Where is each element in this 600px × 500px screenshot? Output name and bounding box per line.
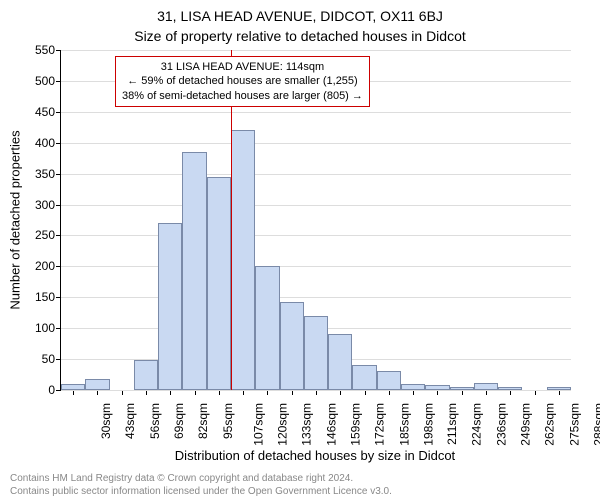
chart-title-line1: 31, LISA HEAD AVENUE, DIDCOT, OX11 6BJ bbox=[0, 8, 600, 24]
annotation-line3: 38% of semi-detached houses are larger (… bbox=[122, 89, 363, 103]
gridline bbox=[61, 174, 571, 175]
histogram-bar bbox=[85, 379, 109, 390]
footer-line1: Contains HM Land Registry data © Crown c… bbox=[10, 472, 392, 485]
xtick-label: 288sqm bbox=[592, 403, 600, 446]
chart-container: 31, LISA HEAD AVENUE, DIDCOT, OX11 6BJ S… bbox=[0, 0, 600, 500]
ytick-label: 300 bbox=[35, 198, 61, 212]
ytick-label: 400 bbox=[35, 136, 61, 150]
xtick-label: 69sqm bbox=[172, 403, 186, 439]
gridline bbox=[61, 266, 571, 267]
histogram-bar bbox=[61, 384, 85, 390]
histogram-bar bbox=[425, 385, 449, 390]
xtick-label: 146sqm bbox=[324, 403, 338, 446]
ytick-label: 500 bbox=[35, 74, 61, 88]
xtick-label: 133sqm bbox=[300, 403, 314, 446]
xtick-label: 95sqm bbox=[221, 403, 235, 439]
footer-line2: Contains public sector information licen… bbox=[10, 485, 392, 498]
gridline bbox=[61, 205, 571, 206]
annotation-line2: ← 59% of detached houses are smaller (1,… bbox=[122, 74, 363, 88]
histogram-bar bbox=[182, 152, 206, 390]
histogram-bar bbox=[547, 387, 571, 390]
histogram-bar bbox=[255, 266, 279, 390]
xtick-label: 82sqm bbox=[196, 403, 210, 439]
gridline bbox=[61, 390, 571, 391]
xtick-label: 249sqm bbox=[519, 403, 533, 446]
xtick-label: 198sqm bbox=[422, 403, 436, 446]
annotation-line1: 31 LISA HEAD AVENUE: 114sqm bbox=[122, 60, 363, 74]
histogram-bar bbox=[498, 387, 522, 390]
x-axis-label: Distribution of detached houses by size … bbox=[60, 448, 570, 463]
xtick-label: 159sqm bbox=[349, 403, 363, 446]
ytick-label: 550 bbox=[35, 43, 61, 57]
xtick-label: 185sqm bbox=[397, 403, 411, 446]
gridline bbox=[61, 235, 571, 236]
histogram-bar bbox=[304, 316, 328, 390]
ytick-label: 200 bbox=[35, 259, 61, 273]
xtick-label: 107sqm bbox=[252, 403, 266, 446]
xtick-label: 56sqm bbox=[148, 403, 162, 439]
histogram-bar bbox=[401, 384, 425, 390]
chart-title-line2: Size of property relative to detached ho… bbox=[0, 28, 600, 44]
gridline bbox=[61, 50, 571, 51]
xtick-label: 172sqm bbox=[373, 403, 387, 446]
xtick-label: 275sqm bbox=[567, 403, 581, 446]
ytick-label: 100 bbox=[35, 321, 61, 335]
histogram-bar bbox=[328, 334, 352, 390]
histogram-bar bbox=[280, 302, 304, 390]
histogram-bar bbox=[231, 130, 255, 390]
ytick-label: 450 bbox=[35, 105, 61, 119]
xtick-label: 120sqm bbox=[276, 403, 290, 446]
xtick-label: 43sqm bbox=[123, 403, 137, 439]
y-axis-label: Number of detached properties bbox=[8, 130, 23, 309]
ytick-label: 150 bbox=[35, 290, 61, 304]
histogram-bar bbox=[352, 365, 376, 390]
ytick-label: 350 bbox=[35, 167, 61, 181]
histogram-bar bbox=[158, 223, 182, 390]
histogram-bar bbox=[450, 387, 474, 390]
ytick-label: 0 bbox=[48, 383, 61, 397]
xtick-label: 236sqm bbox=[494, 403, 508, 446]
ytick-label: 50 bbox=[42, 352, 61, 366]
xtick-label: 262sqm bbox=[543, 403, 557, 446]
gridline bbox=[61, 297, 571, 298]
footer-attribution: Contains HM Land Registry data © Crown c… bbox=[10, 472, 392, 498]
histogram-bar bbox=[134, 360, 158, 390]
histogram-bar bbox=[474, 383, 498, 390]
gridline bbox=[61, 143, 571, 144]
xtick-label: 30sqm bbox=[99, 403, 113, 439]
gridline bbox=[61, 112, 571, 113]
ytick-label: 250 bbox=[35, 228, 61, 242]
histogram-bar bbox=[377, 371, 401, 390]
annotation-box: 31 LISA HEAD AVENUE: 114sqm ← 59% of det… bbox=[115, 56, 370, 107]
histogram-bar bbox=[207, 177, 231, 390]
xtick-label: 224sqm bbox=[470, 403, 484, 446]
xtick-label: 211sqm bbox=[445, 403, 459, 445]
